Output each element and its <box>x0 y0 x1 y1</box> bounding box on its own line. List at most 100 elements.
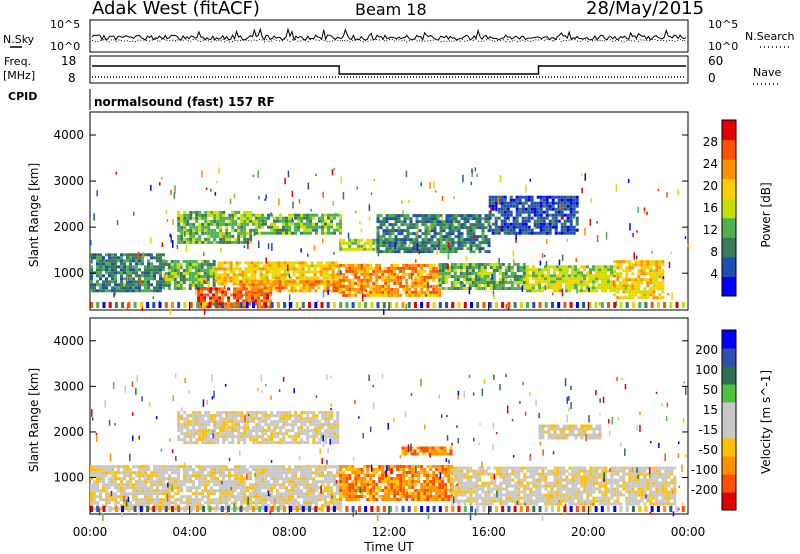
power-band-5 <box>339 263 442 297</box>
colorbar-cell-1 <box>722 474 736 493</box>
xtick-label-0: 00:00 <box>73 525 108 539</box>
colorbar-frame <box>721 329 737 511</box>
colorbar-cell-2 <box>722 456 736 475</box>
velocity-scatter <box>91 373 687 522</box>
power-band-0 <box>90 253 165 293</box>
velocity-y-axis: 1000 2000 3000 4000 <box>53 334 688 485</box>
cpid-label: CPID <box>8 90 37 103</box>
colorbar-tick-3: -15 <box>698 423 718 437</box>
power-ground-band <box>90 302 685 308</box>
ytick-label-3: 4000 <box>53 334 84 348</box>
colorbar-tick-2: -50 <box>698 443 718 457</box>
colorbar-cell-6 <box>722 384 736 403</box>
power-band-8 <box>613 260 665 300</box>
ytick-label-0: 1000 <box>53 266 84 280</box>
nave-label: Nave <box>753 66 781 79</box>
xtick-label-1: 04:00 <box>172 525 207 539</box>
station-title: Adak West (fitACF) <box>92 0 260 19</box>
power-band-9 <box>177 210 253 244</box>
colorbar-tick-5: 24 <box>703 157 718 171</box>
colorbar-cell-4 <box>722 198 736 219</box>
colorbar-cell-1 <box>722 256 736 277</box>
power-ylabel: Slant Range [km] <box>27 163 41 267</box>
date-title: 28/May/2015 <box>586 0 704 19</box>
colorbar-tick-3: 16 <box>703 201 718 215</box>
colorbar-tick-0: -200 <box>691 483 718 497</box>
freq-series <box>92 65 686 75</box>
colorbar-cell-4 <box>722 420 736 439</box>
colorbar-tick-1: -100 <box>691 463 718 477</box>
colorbar-cell-3 <box>722 217 736 238</box>
ytick-label-2: 3000 <box>53 174 84 188</box>
nave-tick-top: 60 <box>708 54 723 68</box>
nsky-tick-top: 10^5 <box>50 18 80 31</box>
ytick-label-3: 4000 <box>53 128 84 142</box>
velocity-colorbar: -200 -100 -50 -15 15 50 100 200 <box>691 329 737 511</box>
nsky-label: N.Sky <box>3 33 35 46</box>
velocity-band-5 <box>538 424 602 440</box>
velocity-ylabel: Slant Range [km] <box>27 368 41 472</box>
colorbar-cell-8 <box>722 348 736 367</box>
colorbar-cell-7 <box>722 366 736 385</box>
colorbar-tick-1: 8 <box>710 245 718 259</box>
ytick-label-2: 3000 <box>53 379 84 393</box>
power-scatter <box>90 167 690 315</box>
nsky-panel <box>89 19 689 53</box>
nsearch-label: N.Search <box>745 30 795 43</box>
power-colorbar: 4 8 12 16 20 24 28 <box>703 119 737 297</box>
colorbar-tick-5: 50 <box>703 383 718 397</box>
nsky-series <box>91 27 687 42</box>
colorbar-frame <box>721 119 737 297</box>
xtick-label-2: 08:00 <box>272 525 307 539</box>
colorbar-tick-4: 20 <box>703 179 718 193</box>
colorbar-cell-7 <box>722 139 736 160</box>
velocity-colorbar-label: Velocity [m s^-1] <box>759 370 773 474</box>
xtick-label-5: 20:00 <box>571 525 606 539</box>
xtick-label-6: 00:00 <box>671 525 706 539</box>
velocity-heatmap <box>90 373 687 522</box>
beam-title: Beam 18 <box>355 0 427 19</box>
colorbar-cell-5 <box>722 178 736 199</box>
freq-label: Freq. <box>4 55 31 68</box>
ytick-label-1: 2000 <box>53 220 84 234</box>
colorbar-cell-0 <box>722 492 736 511</box>
ytick-label-0: 1000 <box>53 471 84 485</box>
velocity-ground-band <box>90 506 685 512</box>
freq-unit-label: [MHz] <box>3 69 35 82</box>
ytick-label-1: 2000 <box>53 425 84 439</box>
freq-tick-top: 18 <box>61 54 76 68</box>
power-band-6 <box>438 263 529 290</box>
freq-tick-bottom: 8 <box>68 71 76 85</box>
nsearch-series <box>92 38 687 43</box>
colorbar-cell-0 <box>722 276 736 297</box>
power-band-10 <box>252 213 342 235</box>
colorbar-tick-6: 28 <box>703 135 718 149</box>
time-axis: 00:00 04:00 08:00 12:00 16:00 20:00 00:00 <box>73 302 706 539</box>
power-y-axis: 1000 2000 3000 4000 <box>53 128 688 280</box>
colorbar-cell-6 <box>722 159 736 180</box>
nsearch-tick-top: 10^5 <box>708 18 738 31</box>
nave-tick-bottom: 0 <box>708 71 716 85</box>
xtick-label-3: 12:00 <box>372 525 407 539</box>
time-axis-label: Time UT <box>363 540 414 554</box>
colorbar-tick-6: 100 <box>695 363 718 377</box>
colorbar-tick-2: 12 <box>703 223 718 237</box>
power-band-11 <box>339 238 379 251</box>
colorbar-cell-2 <box>722 237 736 258</box>
colorbar-cell-8 <box>722 120 736 141</box>
power-heatmap <box>90 167 690 315</box>
power-band-7 <box>526 265 616 293</box>
velocity-band-0 <box>90 465 342 511</box>
colorbar-tick-0: 4 <box>710 267 718 281</box>
colorbar-cell-3 <box>722 438 736 457</box>
velocity-band-2 <box>451 466 677 506</box>
xtick-label-4: 16:00 <box>471 525 506 539</box>
colorbar-tick-4: 15 <box>703 403 718 417</box>
freq-panel <box>89 55 689 84</box>
nsky-tick-bottom: 10^0 <box>50 40 80 53</box>
colorbar-cell-9 <box>722 330 736 349</box>
colorbar-cell-5 <box>722 402 736 421</box>
power-band-13 <box>488 195 579 235</box>
colorbar-tick-7: 200 <box>695 343 718 357</box>
